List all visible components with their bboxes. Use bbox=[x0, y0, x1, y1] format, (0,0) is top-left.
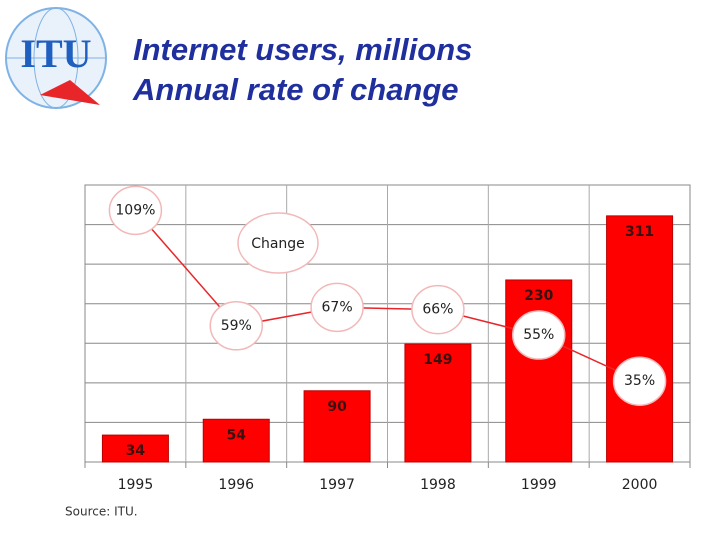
change-marker bbox=[209, 301, 263, 351]
legend-callout bbox=[237, 212, 319, 274]
change-value-label: 35% bbox=[624, 373, 655, 389]
change-marker bbox=[512, 310, 566, 360]
bar-value-label: 34 bbox=[126, 443, 146, 459]
x-tick-label: 1995 bbox=[118, 477, 154, 493]
change-value-label: 66% bbox=[422, 302, 453, 318]
bar-value-label: 149 bbox=[423, 352, 452, 368]
chart-subtitle: Annual rate of change bbox=[132, 72, 459, 107]
logo: ITU bbox=[5, 7, 107, 109]
bar bbox=[101, 434, 169, 463]
x-tick-label: 2000 bbox=[622, 477, 658, 493]
x-tick-label: 1997 bbox=[319, 477, 355, 493]
bar bbox=[404, 343, 472, 463]
bar bbox=[202, 418, 270, 463]
change-marker bbox=[612, 356, 667, 406]
bar-value-label: 230 bbox=[524, 288, 553, 304]
bar bbox=[303, 390, 371, 463]
x-tick-label: 1996 bbox=[218, 477, 254, 493]
change-value-label: 59% bbox=[221, 318, 252, 334]
change-value-label: 55% bbox=[523, 327, 554, 343]
source-note: Source: ITU. bbox=[65, 505, 138, 519]
change-value-label: 67% bbox=[322, 299, 353, 315]
legend-label: Change bbox=[251, 236, 305, 252]
bar bbox=[505, 279, 573, 463]
bar-value-label: 311 bbox=[625, 224, 654, 240]
bar-value-label: 54 bbox=[227, 427, 247, 443]
bar-value-label: 90 bbox=[327, 399, 347, 415]
change-marker bbox=[411, 284, 465, 335]
chart-title: Internet users, millions bbox=[133, 32, 472, 67]
x-tick-label: 1998 bbox=[420, 477, 456, 493]
x-tick-label: 1999 bbox=[521, 477, 557, 493]
logo-text: ITU bbox=[20, 31, 91, 76]
change-marker bbox=[310, 282, 364, 333]
change-marker bbox=[108, 185, 163, 236]
logo-bolt bbox=[40, 80, 100, 105]
change-value-label: 109% bbox=[115, 202, 155, 218]
bar bbox=[606, 215, 674, 463]
